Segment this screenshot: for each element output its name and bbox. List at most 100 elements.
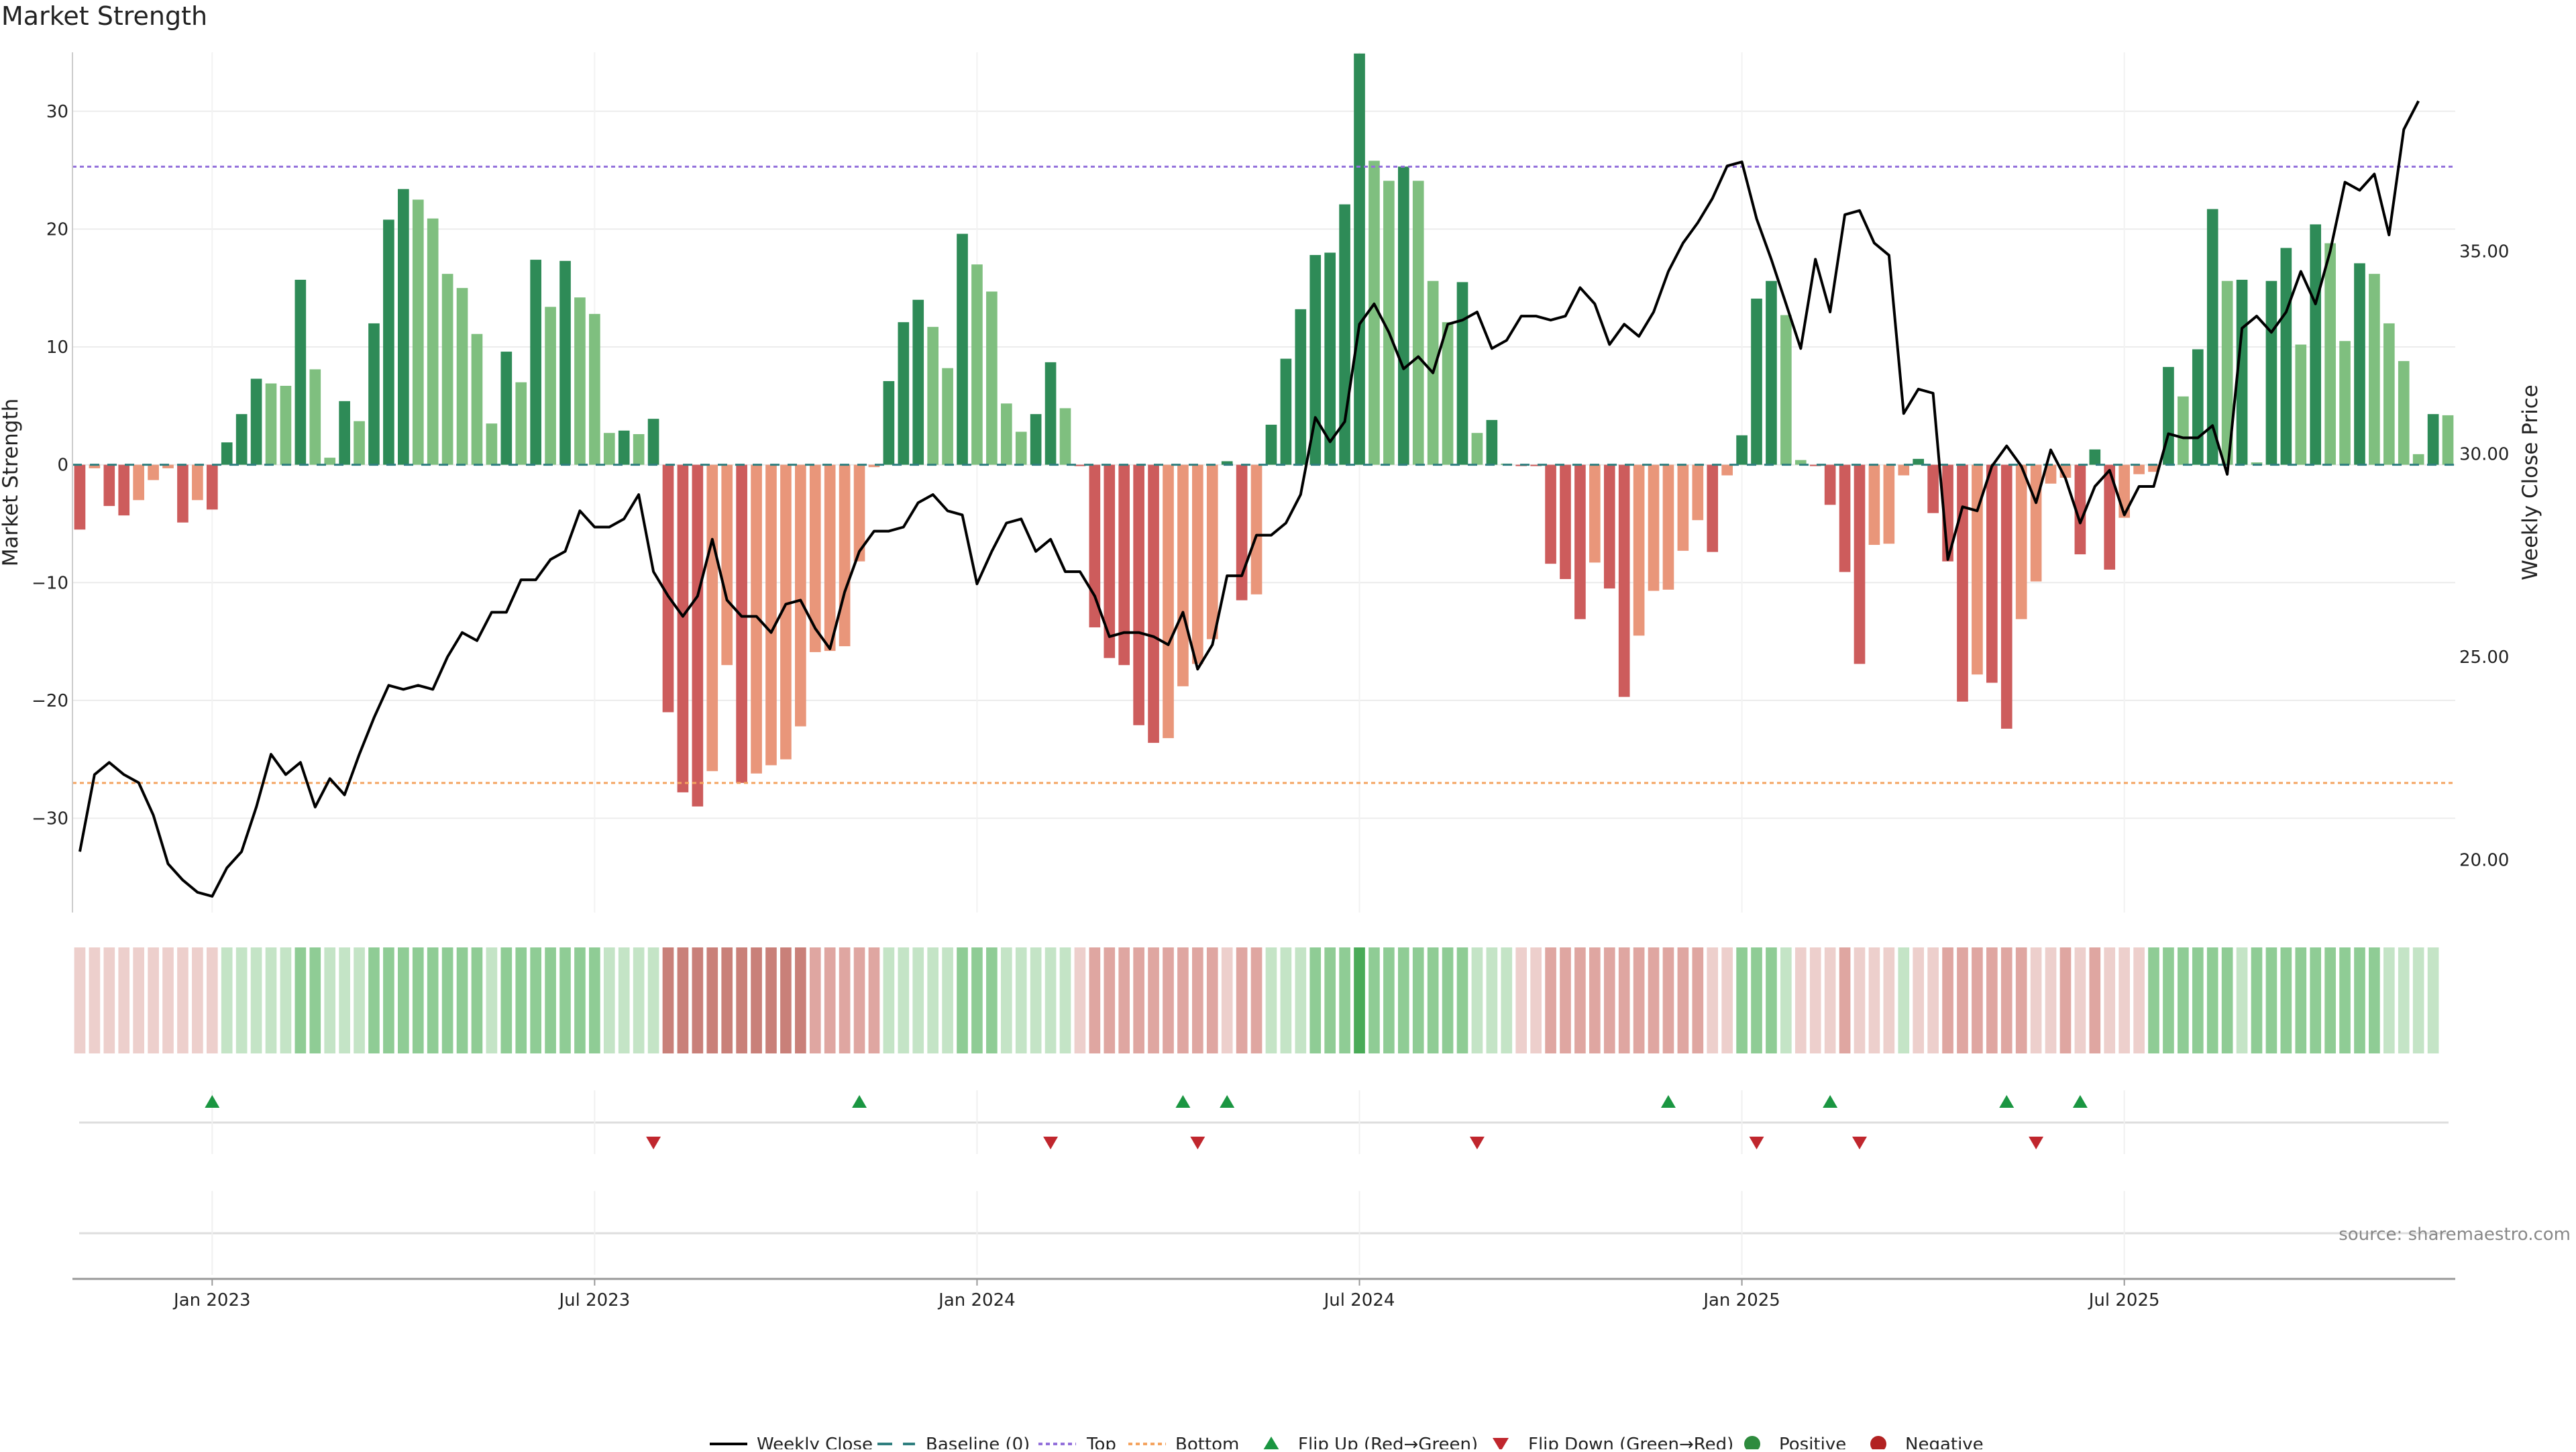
strength-bar bbox=[1442, 322, 1454, 465]
strength-bar bbox=[1486, 419, 1498, 465]
heat-cell bbox=[795, 947, 806, 1053]
strength-bar bbox=[1192, 464, 1203, 664]
heat-cell bbox=[2295, 947, 2307, 1053]
strength-bar bbox=[1751, 299, 1762, 465]
strength-bar bbox=[1780, 315, 1792, 465]
heat-cell bbox=[1854, 947, 1866, 1053]
y2-tick-label: 30.00 bbox=[2459, 445, 2509, 465]
heat-cell bbox=[986, 947, 998, 1053]
strength-bar bbox=[633, 433, 645, 465]
strength-bar bbox=[1000, 403, 1012, 465]
heat-cell bbox=[2089, 947, 2101, 1053]
strength-bar bbox=[2295, 344, 2307, 465]
strength-bar bbox=[1986, 464, 1998, 683]
legend-label: Baseline (0) bbox=[926, 1435, 1030, 1449]
heat-cell bbox=[2104, 947, 2116, 1053]
heat-cell bbox=[2178, 947, 2189, 1053]
heat-cell bbox=[971, 947, 983, 1053]
heat-cell bbox=[427, 947, 439, 1053]
strength-bar bbox=[1030, 414, 1042, 465]
strength-bar bbox=[1692, 464, 1704, 521]
flip-down-marker bbox=[1190, 1137, 1205, 1149]
heat-cell bbox=[1265, 947, 1277, 1053]
heat-cell bbox=[1839, 947, 1851, 1053]
y-tick-label: −10 bbox=[32, 573, 68, 593]
heat-cell bbox=[1883, 947, 1895, 1053]
strength-bar bbox=[1250, 464, 1263, 594]
strength-bar bbox=[1148, 464, 1159, 743]
heat-cell bbox=[1618, 947, 1630, 1053]
heat-cell bbox=[1486, 947, 1498, 1053]
strength-bar bbox=[986, 291, 998, 465]
x-tick-label: Jul 2025 bbox=[2088, 1290, 2160, 1310]
heat-cell bbox=[471, 947, 483, 1053]
strength-bar bbox=[221, 442, 233, 465]
strength-bar bbox=[441, 274, 453, 465]
strength-bar bbox=[2442, 415, 2454, 465]
heat-cell bbox=[235, 947, 248, 1053]
strength-bar bbox=[574, 297, 586, 465]
strength-bar bbox=[103, 464, 115, 507]
heat-cell bbox=[1530, 947, 1542, 1053]
heat-cell bbox=[1780, 947, 1792, 1053]
heat-cell bbox=[118, 947, 130, 1053]
strength-bar bbox=[1736, 435, 1748, 465]
strength-bar bbox=[1839, 464, 1851, 572]
heat-cell bbox=[294, 947, 307, 1053]
strength-bar bbox=[235, 414, 248, 465]
heat-cell bbox=[1104, 947, 1116, 1053]
strength-bar bbox=[765, 464, 777, 766]
strength-bar bbox=[1368, 160, 1380, 465]
strength-bar bbox=[1574, 464, 1586, 619]
legend-label: Bottom bbox=[1175, 1435, 1239, 1449]
heat-cell bbox=[1456, 947, 1468, 1053]
flip-down-marker bbox=[646, 1137, 661, 1149]
heat-cell bbox=[1221, 947, 1233, 1053]
strength-bar bbox=[2133, 464, 2145, 474]
strength-bar bbox=[500, 352, 513, 465]
strength-bar bbox=[1560, 464, 1571, 580]
strength-bar bbox=[1265, 424, 1277, 465]
heat-cell bbox=[853, 947, 865, 1053]
heat-cell bbox=[1206, 947, 1218, 1053]
y2-tick-label: 25.00 bbox=[2459, 647, 2509, 668]
strength-bar bbox=[354, 421, 365, 465]
heat-cell bbox=[1501, 947, 1513, 1053]
strength-bar bbox=[1280, 358, 1292, 465]
heat-cell bbox=[74, 947, 86, 1053]
heat-cell bbox=[751, 947, 762, 1053]
strength-bar bbox=[2206, 209, 2218, 465]
heat-cell bbox=[662, 947, 674, 1053]
heat-cell bbox=[677, 947, 689, 1053]
heat-cell bbox=[368, 947, 380, 1053]
flip-markers bbox=[79, 1090, 2449, 1275]
strength-bar bbox=[2251, 462, 2263, 465]
heat-cell bbox=[1250, 947, 1263, 1053]
heat-cell bbox=[736, 947, 747, 1053]
heat-cell bbox=[89, 947, 101, 1053]
heat-cell bbox=[1148, 947, 1159, 1053]
reference-lines bbox=[72, 165, 2455, 784]
strength-bar bbox=[898, 322, 910, 465]
strength-bar bbox=[1721, 464, 1733, 476]
strength-bar bbox=[839, 464, 851, 647]
strength-bar bbox=[2148, 464, 2159, 472]
price-line-layer bbox=[78, 100, 2420, 898]
heat-cell bbox=[2045, 947, 2057, 1053]
strength-bar bbox=[2398, 361, 2410, 465]
heat-cell bbox=[250, 947, 262, 1053]
strength-bar bbox=[1662, 464, 1674, 590]
heat-cell bbox=[441, 947, 453, 1053]
strength-bar bbox=[662, 464, 674, 713]
strength-bar bbox=[1545, 464, 1556, 564]
heat-cell bbox=[2324, 947, 2336, 1053]
heat-cell bbox=[1295, 947, 1307, 1053]
heat-cell bbox=[1648, 947, 1660, 1053]
strength-bar bbox=[1471, 433, 1483, 465]
heat-cell bbox=[456, 947, 468, 1053]
strength-bar bbox=[1015, 431, 1027, 465]
heat-cell bbox=[1397, 947, 1409, 1053]
heat-cell bbox=[1986, 947, 1998, 1053]
